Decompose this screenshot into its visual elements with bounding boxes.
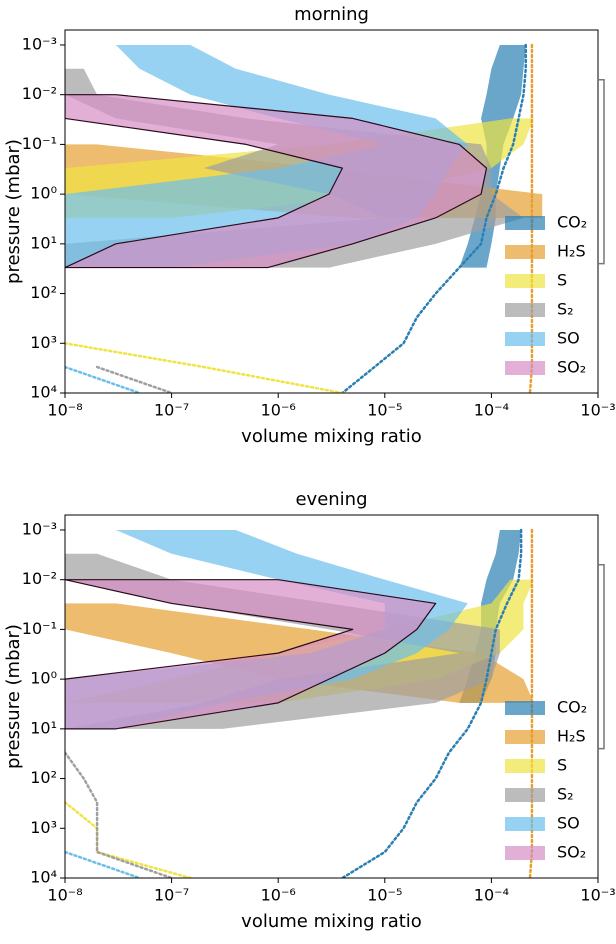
x-tick-label: 10⁻⁶ (261, 401, 296, 420)
x-axis-label: volume mixing ratio (241, 911, 422, 932)
profile-line (341, 528, 523, 878)
x-tick-label: 10⁻⁸ (47, 886, 82, 905)
legend-swatch (505, 216, 545, 230)
legend-label: S₂ (557, 300, 574, 319)
legend-label: CO₂ (557, 213, 587, 232)
profile-line (341, 43, 527, 393)
legend-label: SO (557, 329, 580, 348)
y-tick-label: 10⁻² (22, 569, 57, 588)
y-tick-label: 10⁰ (30, 184, 57, 203)
band (65, 579, 437, 730)
x-tick-label: 10⁻⁷ (154, 886, 189, 905)
y-tick-label: 10² (30, 768, 57, 787)
profile-line (65, 365, 141, 393)
profile-line (65, 801, 192, 878)
axes-frame (64, 514, 599, 879)
x-tick-label: 10⁻⁵ (367, 401, 402, 420)
legend-label: S₂ (557, 785, 574, 804)
legend-swatch (505, 303, 545, 317)
legend-label: S (557, 756, 567, 775)
legend-label: SO (557, 814, 580, 833)
y-tick-label: 10⁰ (30, 669, 57, 688)
x-tick-label: 10⁻³ (580, 886, 615, 905)
legend-swatch (505, 274, 545, 288)
y-tick-label: 10⁻¹ (22, 619, 57, 638)
legend-swatch (505, 788, 545, 802)
bracket (598, 78, 605, 265)
profile-line (65, 850, 141, 878)
plot-area (65, 528, 534, 878)
x-tick-label: 10⁻⁸ (47, 401, 82, 420)
legend-swatch (505, 245, 545, 259)
legend-label: SO₂ (557, 843, 586, 862)
legend-swatch (505, 817, 545, 831)
profile-line (65, 751, 173, 878)
legend-label: CO₂ (557, 698, 587, 717)
legend-swatch (505, 759, 545, 773)
x-tick-label: 10⁻⁵ (367, 886, 402, 905)
y-tick-label: 10⁻² (22, 84, 57, 103)
legend-label: H₂S (557, 242, 586, 261)
legend-label: H₂S (557, 727, 586, 746)
y-tick-label: 10³ (30, 818, 57, 837)
profile-line (65, 342, 344, 393)
legend-swatch (505, 701, 545, 715)
x-axis-label: volume mixing ratio (241, 426, 422, 447)
y-tick-label: 10⁴ (30, 383, 57, 402)
y-tick-label: 10⁻³ (22, 519, 57, 538)
y-tick-label: 10⁻³ (22, 34, 57, 53)
axes-frame (64, 29, 599, 394)
y-tick-label: 10² (30, 283, 57, 302)
legend-label: S (557, 271, 567, 290)
legend-swatch (505, 332, 545, 346)
x-tick-label: 10⁻⁷ (154, 401, 189, 420)
y-tick-label: 10⁴ (30, 868, 57, 887)
x-tick-label: 10⁻³ (580, 401, 615, 420)
y-tick-label: 10¹ (30, 233, 57, 252)
bracket (598, 563, 605, 750)
y-axis-label: pressure (mbar) (3, 139, 24, 284)
profile-line (95, 365, 173, 393)
legend-swatch (505, 730, 545, 744)
x-tick-label: 10⁻⁴ (474, 886, 509, 905)
x-tick-label: 10⁻⁶ (261, 886, 296, 905)
legend-label: SO₂ (557, 358, 586, 377)
y-tick-label: 10⁻¹ (22, 134, 57, 153)
legend-swatch (505, 361, 545, 375)
band (65, 94, 488, 269)
legend-swatch (505, 846, 545, 860)
plot-area (65, 43, 543, 393)
x-tick-label: 10⁻⁴ (474, 401, 509, 420)
y-tick-label: 10¹ (30, 718, 57, 737)
chart-title: morning (294, 4, 369, 25)
y-tick-label: 10³ (30, 333, 57, 352)
y-axis-label: pressure (mbar) (3, 624, 24, 769)
chart-title: evening (295, 489, 367, 510)
